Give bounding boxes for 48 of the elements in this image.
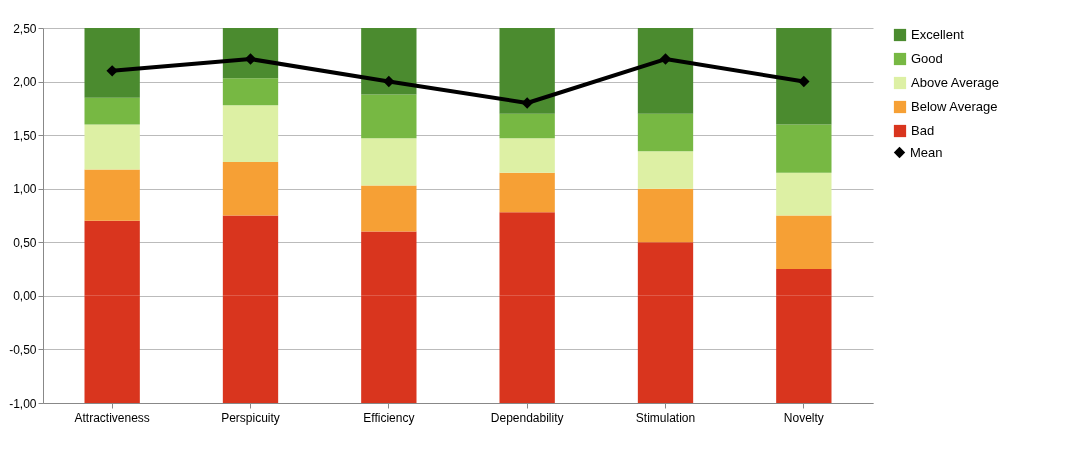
- x-tick-label: Perspicuity: [221, 410, 280, 425]
- bar: [776, 172, 832, 216]
- bar: [222, 161, 279, 216]
- point: [798, 75, 810, 88]
- legend-label: Good: [911, 51, 943, 66]
- x-tick-label: Novelty: [783, 410, 824, 425]
- x-tick-label: Efficiency: [363, 410, 415, 425]
- x-tick-label: Attractiveness: [74, 410, 150, 425]
- y-tick-label: 2,50: [13, 21, 37, 36]
- bar: [776, 124, 832, 173]
- legend-label: Below Average: [911, 99, 998, 114]
- bar: [84, 124, 140, 170]
- bar: [361, 28, 417, 95]
- point: [521, 97, 533, 109]
- bar: [499, 113, 555, 139]
- y-tick-label: 0,00: [13, 289, 37, 304]
- legend-label: Mean: [910, 144, 943, 160]
- bar: [222, 28, 279, 79]
- y-tick-label: 1,00: [13, 182, 37, 197]
- bar: [361, 94, 417, 139]
- bar: [84, 97, 140, 125]
- x-tick-label: Dependability: [490, 410, 564, 425]
- bar: [776, 215, 832, 270]
- bar: [499, 138, 555, 173]
- bar: [499, 172, 555, 213]
- bar: [776, 28, 832, 125]
- bar: [222, 105, 279, 162]
- bar: [637, 28, 694, 114]
- y-tick-label: -1,00: [9, 396, 37, 411]
- point: [106, 65, 118, 77]
- legend-label: Bad: [911, 123, 935, 138]
- bar: [637, 151, 694, 189]
- bar: [361, 185, 417, 232]
- y-tick-label: 0,50: [13, 235, 37, 250]
- point: [383, 75, 395, 88]
- bar: [84, 169, 140, 221]
- y-tick-label: 1,50: [13, 128, 37, 143]
- legend-label: Above Average: [911, 75, 999, 90]
- y-tick-label: 2,00: [13, 75, 37, 90]
- bar: [361, 138, 417, 186]
- bar: [222, 78, 279, 106]
- bar: [637, 113, 694, 152]
- bar: [499, 28, 555, 114]
- bar: [637, 188, 694, 243]
- x-tick-label: Stimulation: [635, 410, 696, 425]
- y-tick-label: -0,50: [9, 342, 37, 357]
- legend-label: Excellent: [911, 27, 965, 42]
- bar: [84, 28, 140, 98]
